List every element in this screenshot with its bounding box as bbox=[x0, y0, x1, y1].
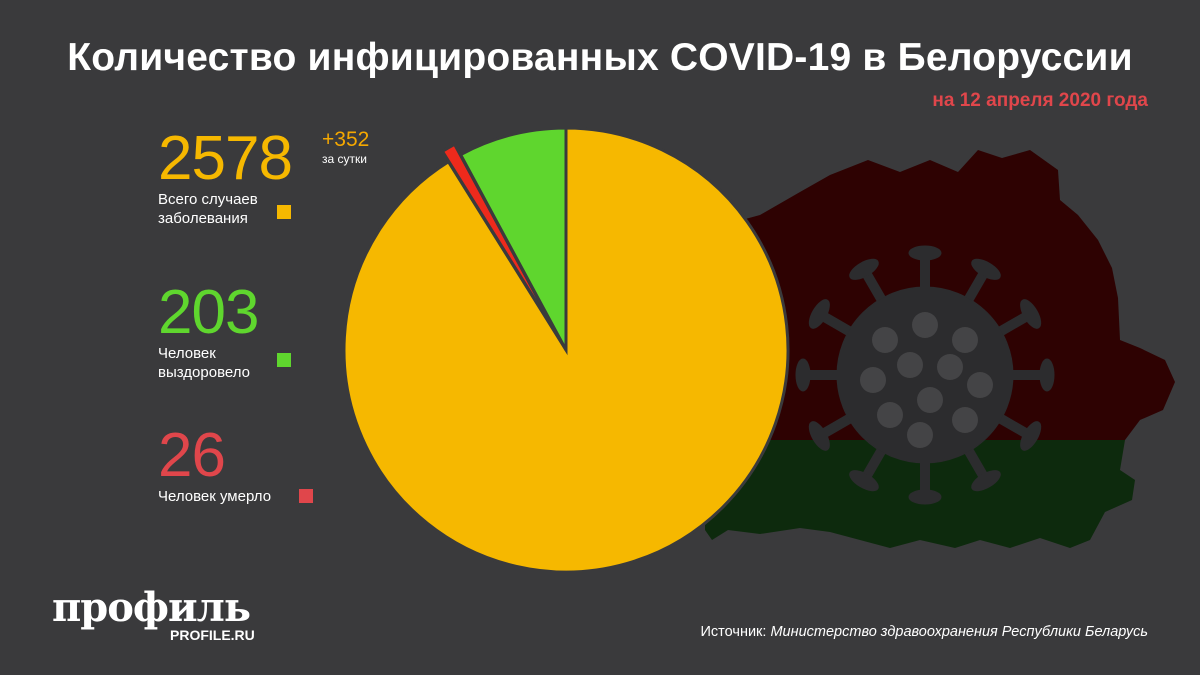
profile-logo: профиль bbox=[52, 584, 251, 631]
total-value: 2578 bbox=[158, 124, 293, 193]
total-delta: +352 bbox=[322, 128, 370, 151]
belarus-map-background bbox=[705, 150, 1175, 548]
page-subtitle: на 12 апреля 2020 года bbox=[932, 90, 1148, 111]
stat-recovered: 203 Человек выздоровело bbox=[158, 278, 259, 382]
total-label-1: Всего случаев bbox=[158, 191, 258, 208]
stat-died: 26 Человек умерло bbox=[158, 425, 271, 506]
died-label: Человек умерло bbox=[158, 488, 272, 505]
total-delta-label: за сутки bbox=[322, 152, 367, 166]
source-text: Министерство здравоохранения Республики … bbox=[770, 624, 1148, 640]
recovered-label-2: выздоровело bbox=[158, 364, 250, 381]
pie-slice-died bbox=[440, 142, 562, 341]
recovered-label-1: Человек bbox=[158, 345, 216, 362]
pie-chart bbox=[342, 126, 790, 574]
total-legend-swatch bbox=[277, 205, 291, 219]
pie-slice-active bbox=[342, 126, 790, 574]
profile-logo-url: PROFILE.RU bbox=[170, 627, 255, 643]
pie-slice-recovered bbox=[458, 126, 568, 351]
source-note: Источник: Министерство здравоохранения Р… bbox=[701, 624, 1149, 640]
recovered-value: 203 bbox=[158, 278, 259, 347]
total-label-2: заболевания bbox=[158, 210, 248, 227]
died-value: 26 bbox=[158, 421, 226, 490]
virus-icon bbox=[795, 245, 1055, 505]
stat-total: 2578 Всего случаев заболевания bbox=[158, 124, 293, 228]
recovered-legend-swatch bbox=[277, 353, 291, 367]
source-prefix: Источник: bbox=[700, 624, 767, 640]
page-title: Количество инфицированных COVID-19 в Бел… bbox=[67, 36, 1133, 79]
died-legend-swatch bbox=[299, 489, 313, 503]
